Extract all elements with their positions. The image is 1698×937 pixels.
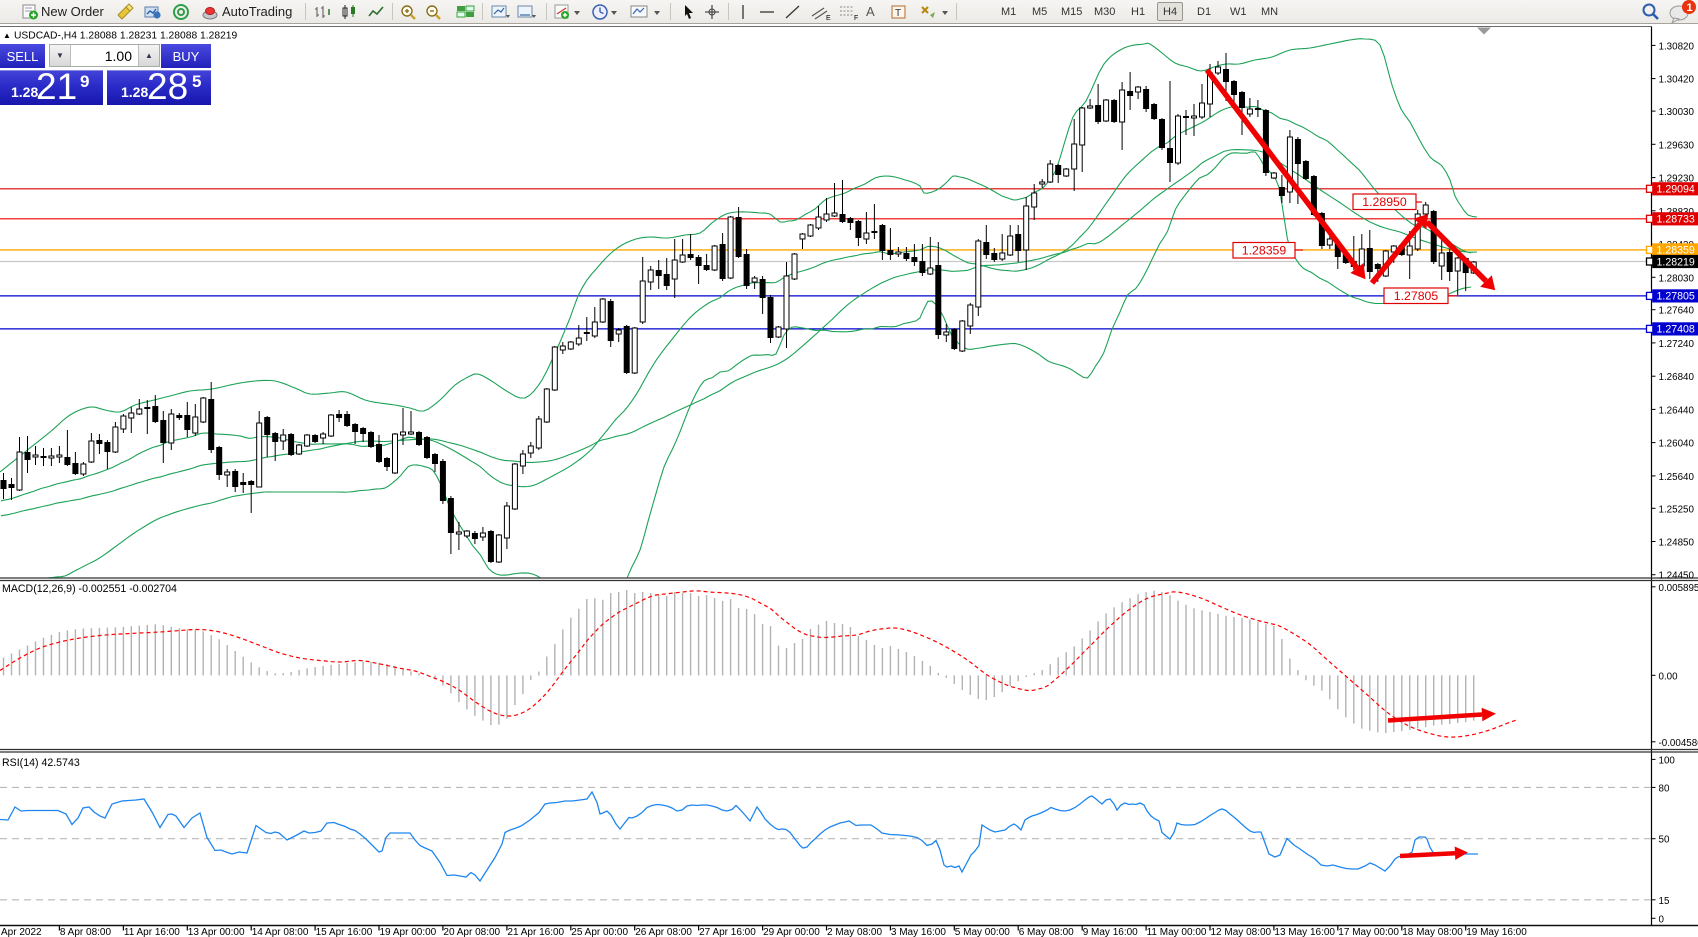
svg-text:1.28359: 1.28359 — [1657, 245, 1695, 257]
svg-text:100: 100 — [1659, 755, 1676, 766]
svg-text:1.28359: 1.28359 — [1242, 243, 1287, 257]
svg-text:11 May 00:00: 11 May 00:00 — [1147, 927, 1207, 937]
svg-text:▲: ▲ — [3, 31, 11, 40]
svg-text:1.26840: 1.26840 — [1659, 372, 1695, 383]
svg-text:15 Apr 16:00: 15 Apr 16:00 — [316, 927, 373, 937]
svg-text:1.25250: 1.25250 — [1659, 504, 1695, 515]
svg-text:1.28950: 1.28950 — [1362, 195, 1407, 209]
svg-text:1.30420: 1.30420 — [1659, 75, 1695, 86]
svg-text:1.24850: 1.24850 — [1659, 538, 1695, 549]
svg-text:MACD(12,26,9) -0.002551 -0.002: MACD(12,26,9) -0.002551 -0.002704 — [2, 583, 177, 595]
svg-text:25 Apr 00:00: 25 Apr 00:00 — [571, 927, 628, 937]
svg-text:2 May 08:00: 2 May 08:00 — [827, 927, 882, 937]
svg-text:1.30820: 1.30820 — [1659, 41, 1695, 52]
svg-text:3 May 16:00: 3 May 16:00 — [891, 927, 946, 937]
svg-text:RSI(14) 42.5743: RSI(14) 42.5743 — [2, 757, 80, 769]
svg-text:1.25640: 1.25640 — [1659, 472, 1695, 483]
svg-text:1.26040: 1.26040 — [1659, 439, 1695, 450]
svg-text:1.27640: 1.27640 — [1659, 306, 1695, 317]
svg-text:Apr 2022: Apr 2022 — [1, 927, 42, 937]
svg-text:E: E — [826, 15, 831, 21]
svg-text:T: T — [895, 8, 901, 19]
svg-text:1.27408: 1.27408 — [1657, 324, 1695, 336]
svg-text:1.28219: 1.28219 — [1657, 256, 1695, 268]
svg-text:50: 50 — [1659, 835, 1670, 846]
svg-text:17 May 00:00: 17 May 00:00 — [1338, 927, 1399, 937]
svg-text:1.27805: 1.27805 — [1657, 291, 1695, 303]
svg-text:1.26440: 1.26440 — [1659, 405, 1695, 416]
svg-text:13 Apr 00:00: 13 Apr 00:00 — [188, 927, 245, 937]
svg-text:12 May 08:00: 12 May 08:00 — [1211, 927, 1272, 937]
svg-text:6 May 08:00: 6 May 08:00 — [1019, 927, 1074, 937]
svg-text:19 May 16:00: 19 May 16:00 — [1466, 927, 1527, 937]
svg-text:1.29230: 1.29230 — [1659, 174, 1695, 185]
svg-text:27 Apr 16:00: 27 Apr 16:00 — [699, 927, 756, 937]
svg-text:1.27240: 1.27240 — [1659, 339, 1695, 350]
svg-text:1.28733: 1.28733 — [1657, 214, 1695, 226]
svg-text:26 Apr 08:00: 26 Apr 08:00 — [635, 927, 692, 937]
svg-text:F: F — [854, 15, 858, 21]
svg-text:1.29094: 1.29094 — [1657, 184, 1695, 196]
svg-text:20 Apr 08:00: 20 Apr 08:00 — [443, 927, 500, 937]
svg-text:14 Apr 08:00: 14 Apr 08:00 — [252, 927, 309, 937]
svg-text:1.30030: 1.30030 — [1659, 107, 1695, 118]
svg-text:1.24450: 1.24450 — [1659, 571, 1695, 582]
svg-text:13 May 16:00: 13 May 16:00 — [1274, 927, 1335, 937]
svg-text:USDCAD-,H4 1.28088 1.28231 1.: USDCAD-,H4 1.28088 1.28231 1.28088 1.282… — [14, 31, 238, 42]
svg-text:15: 15 — [1659, 896, 1670, 907]
svg-text:80: 80 — [1659, 783, 1670, 794]
svg-text:1.28030: 1.28030 — [1659, 273, 1695, 284]
svg-text:9 May 16:00: 9 May 16:00 — [1083, 927, 1138, 937]
svg-text:0.005895: 0.005895 — [1659, 583, 1698, 594]
svg-text:8 Apr 08:00: 8 Apr 08:00 — [60, 927, 112, 937]
svg-text:18 May 08:00: 18 May 08:00 — [1402, 927, 1463, 937]
svg-text:0: 0 — [1659, 914, 1665, 925]
svg-text:29 Apr 00:00: 29 Apr 00:00 — [763, 927, 820, 937]
svg-text:1: 1 — [1687, 2, 1693, 14]
svg-text:11 Apr 16:00: 11 Apr 16:00 — [124, 927, 180, 937]
svg-text:21 Apr 16:00: 21 Apr 16:00 — [507, 927, 564, 937]
svg-text:19 Apr 00:00: 19 Apr 00:00 — [380, 927, 437, 937]
svg-text:1.27805: 1.27805 — [1394, 289, 1439, 303]
svg-text:0.00: 0.00 — [1659, 671, 1679, 682]
svg-text:-0.004586: -0.004586 — [1659, 738, 1698, 749]
svg-text:5 May 00:00: 5 May 00:00 — [955, 927, 1010, 937]
svg-text:1.29630: 1.29630 — [1659, 140, 1695, 151]
